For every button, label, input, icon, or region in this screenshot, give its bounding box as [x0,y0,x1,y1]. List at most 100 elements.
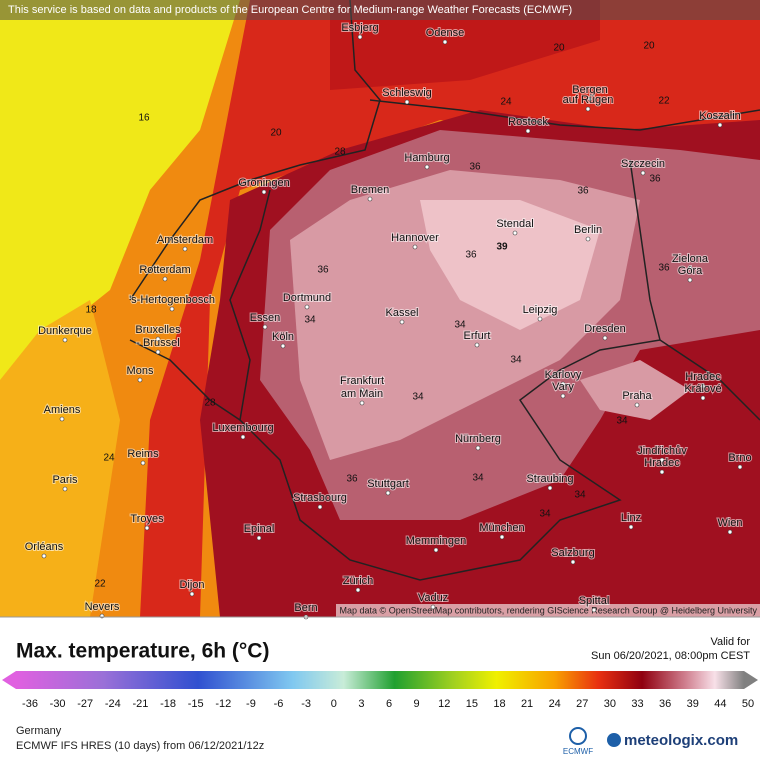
city-dot [155,349,161,355]
city-label: Leipzig [523,304,558,316]
colorbar-tick-label: 15 [466,698,478,710]
city-dot [659,457,665,463]
city-label: Odense [426,27,465,39]
city-label: am Main [341,388,383,400]
colorbar-tick-label: -36 [22,698,38,710]
colorbar-scale [16,671,744,689]
city-label: Bern [294,602,317,614]
city-label: Bremen [351,184,390,196]
city-dot [587,96,593,102]
colorbar-tick-label: -27 [77,698,93,710]
city-label: Linz [621,512,641,524]
city-label: Hradec [685,371,721,383]
city-dot [385,490,391,496]
city-label: Vary [552,381,574,393]
city-dot [560,381,566,387]
city-label: Jindřichův [637,445,687,457]
valid-label: Valid for [710,636,750,648]
city-label: Epinal [244,523,275,535]
city-label: Memmingen [406,535,467,547]
contour-label: 22 [94,579,106,590]
city-dot [155,336,161,342]
contour-labels: 16 20 18 24 22 20 20 22 24 36 36 36 39 36 36 36 34 34 34 34… [85,41,670,590]
city-label: Praha [622,390,652,402]
map-credit: Map data © OpenStreetMap contributors, r… [340,605,758,615]
contour-label: 34 [510,355,522,366]
contour-label: 20 [553,43,565,54]
city-label: Reims [127,448,159,460]
contour-label: 22 [658,96,670,107]
city-dot [512,230,518,236]
city-dot [162,276,168,282]
colorbar-tick-label: 44 [714,698,726,710]
colorbar-tick-label: -6 [274,698,284,710]
contour-label: 36 [346,474,358,485]
city-label: Zürich [343,575,374,587]
city-dot [189,591,195,597]
city-label: - Brussel [136,337,179,349]
city-dot [570,559,576,565]
city-dot [687,265,693,271]
ecmwf-text: ECMWF [563,747,593,756]
colorbar-tick-label: 33 [631,698,643,710]
city-label: Dijon [179,579,204,591]
contour-label: 24 [500,97,512,108]
city-label: Rostock [508,116,548,128]
city-label: Paris [52,474,78,486]
city-label: Köln [272,331,294,343]
contour-label: 34 [412,392,424,403]
city-label: Strasbourg [293,492,347,504]
city-label: Rotterdam [139,264,190,276]
city-dot [182,246,188,252]
city-dot [355,587,361,593]
city-label: 's-Hertogenbosch [129,294,215,306]
city-label: Kassel [385,307,418,319]
contour-label: 34 [304,315,316,326]
city-dot [280,343,286,349]
city-dot [41,553,47,559]
city-dot [433,547,439,553]
city-label: Amiens [44,404,81,416]
city-dot [261,189,267,195]
contour-label: 36 [577,186,589,197]
colorbar: -36 -30 -27 -24 -21 -18 -15 -12 -9 -6 -3 0 3 6 9 12 15 18… [2,671,758,710]
contour-label: 34 [472,473,484,484]
city-dot [256,535,262,541]
contour-label: 36 [658,263,670,274]
contour-label: 34 [454,320,466,331]
colorbar-tick-label: 21 [521,698,533,710]
city-dot [700,395,706,401]
colorbar-tick-label: 50 [742,698,754,710]
city-label: Wien [717,517,742,529]
city-dot [525,128,531,134]
city-label: Szczecin [621,158,665,170]
city-label: Groningen [238,177,289,189]
city-label: Troyes [130,513,164,525]
contour-label: 39 [496,242,508,253]
city-label: Schleswig [382,87,432,99]
city-label: Essen [250,312,281,324]
model-run: ECMWF IFS HRES (10 days) from 06/12/2021… [16,740,264,752]
city-label: auf Rügen [563,94,614,106]
contour-label: 28 [334,147,346,158]
colorbar-tick-label: -9 [246,698,256,710]
city-dot [240,434,246,440]
contour-label: 20 [270,128,282,139]
colorbar-tick-label: -24 [105,698,121,710]
city-dot [499,534,505,540]
city-label: Mons [127,365,154,377]
brand: meteologix.com [607,732,738,749]
colorbar-tick-label: 12 [438,698,450,710]
city-label: Dortmund [283,292,331,304]
city-dot [737,464,743,470]
city-dot [585,106,591,112]
city-label: Stendal [496,218,533,230]
colorbar-tick-label: -21 [133,698,149,710]
city-label: Hamburg [404,152,449,164]
city-label: Esbjerg [341,22,378,34]
colorbar-tick-label: 30 [604,698,616,710]
region: Germany [16,725,62,737]
contour-label: 28 [204,398,216,409]
legend-title: Max. temperature, 6h (°C) [16,640,269,663]
